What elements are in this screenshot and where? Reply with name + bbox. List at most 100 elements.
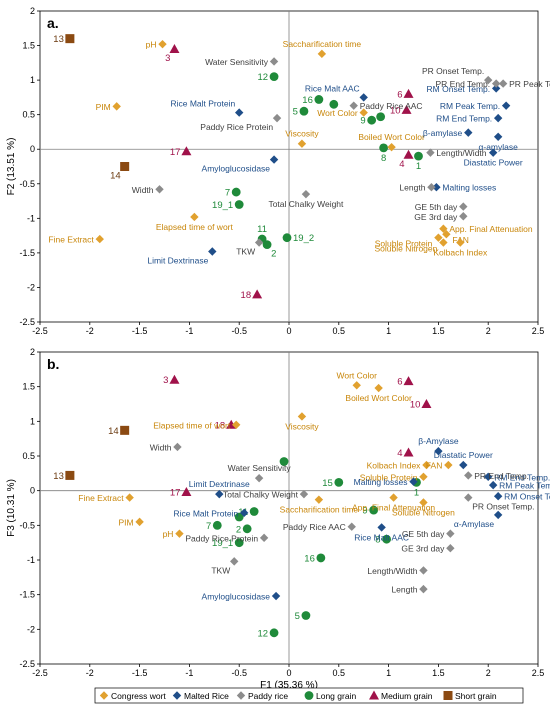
point-label: Paddy Rice AAC xyxy=(283,522,346,532)
point-label: Fine Extract xyxy=(48,235,94,245)
x-tick-label: 0 xyxy=(286,326,291,336)
y-tick-label: 0.5 xyxy=(22,451,35,461)
y-tick-label: -1 xyxy=(27,555,35,565)
point-paddy-rice xyxy=(301,189,311,199)
point-long-grain xyxy=(314,95,324,104)
point-malted-rice xyxy=(434,446,443,456)
point-long-grain xyxy=(369,505,379,515)
point-malted-rice xyxy=(488,480,498,490)
point-label: Wort Color xyxy=(317,108,358,118)
point-label: 6 xyxy=(397,89,402,100)
point-congress-wort xyxy=(297,139,307,148)
point-label: 9 xyxy=(360,116,365,127)
point-label: 18 xyxy=(241,290,252,301)
y-tick-label: -2.5 xyxy=(19,659,35,669)
point-congress-wort xyxy=(387,142,396,152)
point-paddy-rice xyxy=(230,557,239,566)
point-short-grain xyxy=(65,470,75,480)
point-paddy-rice xyxy=(254,473,264,483)
point-malted-rice xyxy=(488,148,498,157)
point-label: 17 xyxy=(170,488,181,499)
point-paddy-rice xyxy=(254,238,264,247)
y-tick-label: -0.5 xyxy=(19,520,35,530)
point-malted-rice xyxy=(484,472,493,481)
x-tick-label: -1 xyxy=(185,326,193,336)
point-malted-rice xyxy=(359,93,368,102)
point-long-grain xyxy=(299,106,309,116)
point-congress-wort xyxy=(95,234,104,244)
point-label: Soluble Nitrogen xyxy=(375,244,438,254)
point-label: 19_1 xyxy=(212,538,233,549)
y-tick-label: -0.5 xyxy=(19,179,35,189)
point-medium-grain xyxy=(403,447,414,457)
x-tick-label: 2 xyxy=(486,326,491,336)
point-label: App. Final Attenuation xyxy=(352,503,435,513)
point-short-grain xyxy=(120,162,130,171)
point-congress-wort xyxy=(175,529,184,538)
point-medium-grain xyxy=(403,88,414,98)
point-congress-wort xyxy=(297,412,307,421)
y-tick-label: -1 xyxy=(27,213,35,223)
point-label: Wort Color xyxy=(336,370,377,380)
point-malted-rice xyxy=(377,523,386,532)
point-label: RM Onset Temp. xyxy=(427,84,491,94)
point-label: 12 xyxy=(257,628,268,639)
point-label: 3 xyxy=(163,375,168,386)
point-label: Amyloglucosidase xyxy=(202,164,271,174)
panel-b: -2.5 -2 -1.5 -1 -0.5 0 0.5 1 1.5 2 2.5 2 1.5 1 0.5 0 -0.… xyxy=(6,347,550,691)
x-tick-label: 0.5 xyxy=(333,326,346,336)
point-label: TKW xyxy=(236,247,255,257)
x-tick-label: -0.5 xyxy=(231,326,247,336)
point-label: Saccharification time xyxy=(283,39,362,49)
y-tick-label: 1 xyxy=(30,75,35,85)
point-label: Water Sensitivity xyxy=(228,463,292,473)
point-label: FAN xyxy=(426,461,443,471)
point-congress-wort xyxy=(317,49,327,59)
point-congress-wort xyxy=(419,472,428,481)
x-axis-title: F1 (35.36 %) xyxy=(260,680,318,691)
point-congress-wort xyxy=(158,39,167,49)
x-tick-label: 0 xyxy=(286,668,291,678)
point-label: α-Amylase xyxy=(454,519,495,529)
point-label: 19_1 xyxy=(212,200,233,211)
point-long-grain xyxy=(242,524,252,534)
point-label: Soluble Protein xyxy=(360,472,418,482)
x-tick-label: -1.5 xyxy=(132,668,148,678)
point-label: Saccharification time xyxy=(280,505,359,515)
point-malted-rice xyxy=(493,132,503,141)
y-tick-label: -2.5 xyxy=(19,317,35,327)
point-malted-rice xyxy=(493,510,503,520)
point-label: 18 xyxy=(215,420,226,431)
point-label: PR End Temp. xyxy=(474,471,529,481)
legend-marker-paddy-rice xyxy=(236,691,246,700)
point-label: Soluble Nitrogen xyxy=(392,507,455,517)
x-tick-label: 1.5 xyxy=(432,668,445,678)
point-long-grain xyxy=(316,553,326,563)
point-label: PIM xyxy=(96,102,111,112)
point-label: 10 xyxy=(410,400,421,411)
point-malted-rice xyxy=(271,591,281,601)
point-label: 9 xyxy=(362,506,367,517)
y-axis-title: F2 (13.51 %) xyxy=(6,138,17,196)
y-tick-label: 1.5 xyxy=(22,41,35,51)
legend-label-short-grain: Short grain xyxy=(455,691,497,701)
point-label: Total Chalky Weight xyxy=(223,490,299,500)
point-long-grain xyxy=(367,115,377,125)
point-label: Water Sensitivity xyxy=(205,57,269,67)
point-label: PR Onset Temp. xyxy=(422,66,484,76)
legend-marker-medium-grain xyxy=(369,690,379,700)
point-label: TKW xyxy=(211,565,230,575)
x-tick-label: 0.5 xyxy=(333,668,346,678)
point-paddy-rice xyxy=(464,471,473,480)
point-label: PR End Temp. xyxy=(436,79,491,89)
point-label: Diastatic Power xyxy=(464,158,523,168)
point-label: Rice Malt Protein xyxy=(173,508,238,518)
point-short-grain xyxy=(65,34,75,44)
point-long-grain xyxy=(414,151,423,161)
point-paddy-rice xyxy=(259,533,269,543)
point-malted-rice xyxy=(239,508,249,518)
point-label: Length/Width xyxy=(436,148,486,158)
point-label: Boiled Wort Color xyxy=(345,393,412,403)
point-label: 13 xyxy=(53,471,64,482)
point-label: 12 xyxy=(257,72,268,83)
